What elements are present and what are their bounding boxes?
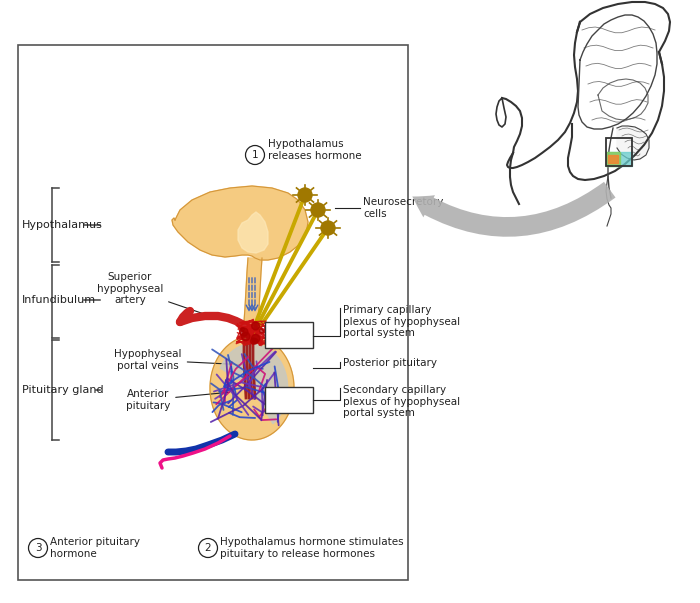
Circle shape bbox=[199, 538, 218, 558]
Circle shape bbox=[253, 339, 258, 344]
Circle shape bbox=[251, 338, 257, 344]
Bar bbox=[265, 387, 313, 413]
Text: Neurosecretory
cells: Neurosecretory cells bbox=[363, 197, 443, 219]
Circle shape bbox=[241, 332, 250, 341]
Text: Posterior pituitary: Posterior pituitary bbox=[343, 358, 437, 368]
Circle shape bbox=[311, 203, 325, 217]
Polygon shape bbox=[238, 212, 268, 253]
Polygon shape bbox=[172, 186, 308, 260]
Circle shape bbox=[298, 188, 312, 202]
Polygon shape bbox=[617, 126, 649, 160]
Text: 3: 3 bbox=[35, 543, 41, 553]
Polygon shape bbox=[606, 152, 632, 166]
Circle shape bbox=[29, 538, 48, 558]
Bar bbox=[18, 45, 408, 580]
Text: Hypothalamus hormone stimulates
pituitary to release hormones: Hypothalamus hormone stimulates pituitar… bbox=[220, 537, 404, 559]
Circle shape bbox=[240, 328, 248, 336]
Bar bbox=[265, 322, 313, 348]
Polygon shape bbox=[244, 258, 262, 338]
Polygon shape bbox=[220, 344, 288, 424]
Circle shape bbox=[251, 335, 260, 343]
Text: Pituitary gland: Pituitary gland bbox=[22, 385, 104, 395]
Text: 2: 2 bbox=[204, 543, 211, 553]
Circle shape bbox=[240, 327, 244, 332]
Circle shape bbox=[321, 221, 335, 235]
Text: Superior
hypophyseal
artery: Superior hypophyseal artery bbox=[97, 272, 207, 315]
Text: Infundibulum: Infundibulum bbox=[22, 295, 96, 305]
Text: Anterior
pituitary: Anterior pituitary bbox=[126, 389, 229, 411]
FancyArrowPatch shape bbox=[412, 182, 615, 237]
Text: Primary capillary
plexus of hypophyseal
portal system: Primary capillary plexus of hypophyseal … bbox=[343, 305, 460, 338]
Circle shape bbox=[246, 145, 265, 165]
Text: Hypophyseal
portal veins: Hypophyseal portal veins bbox=[114, 349, 245, 371]
Polygon shape bbox=[606, 152, 620, 166]
Circle shape bbox=[260, 329, 264, 333]
Text: Hypothalamus: Hypothalamus bbox=[22, 220, 103, 230]
Text: Secondary capillary
plexus of hypophyseal
portal system: Secondary capillary plexus of hypophysea… bbox=[343, 385, 460, 418]
Text: 1: 1 bbox=[252, 150, 258, 160]
Circle shape bbox=[251, 322, 260, 330]
Polygon shape bbox=[210, 336, 294, 440]
Bar bbox=[606, 138, 632, 166]
Text: Hypothalamus
releases hormone: Hypothalamus releases hormone bbox=[268, 139, 362, 161]
Polygon shape bbox=[608, 155, 618, 163]
Text: Anterior pituitary
hormone: Anterior pituitary hormone bbox=[50, 537, 140, 559]
